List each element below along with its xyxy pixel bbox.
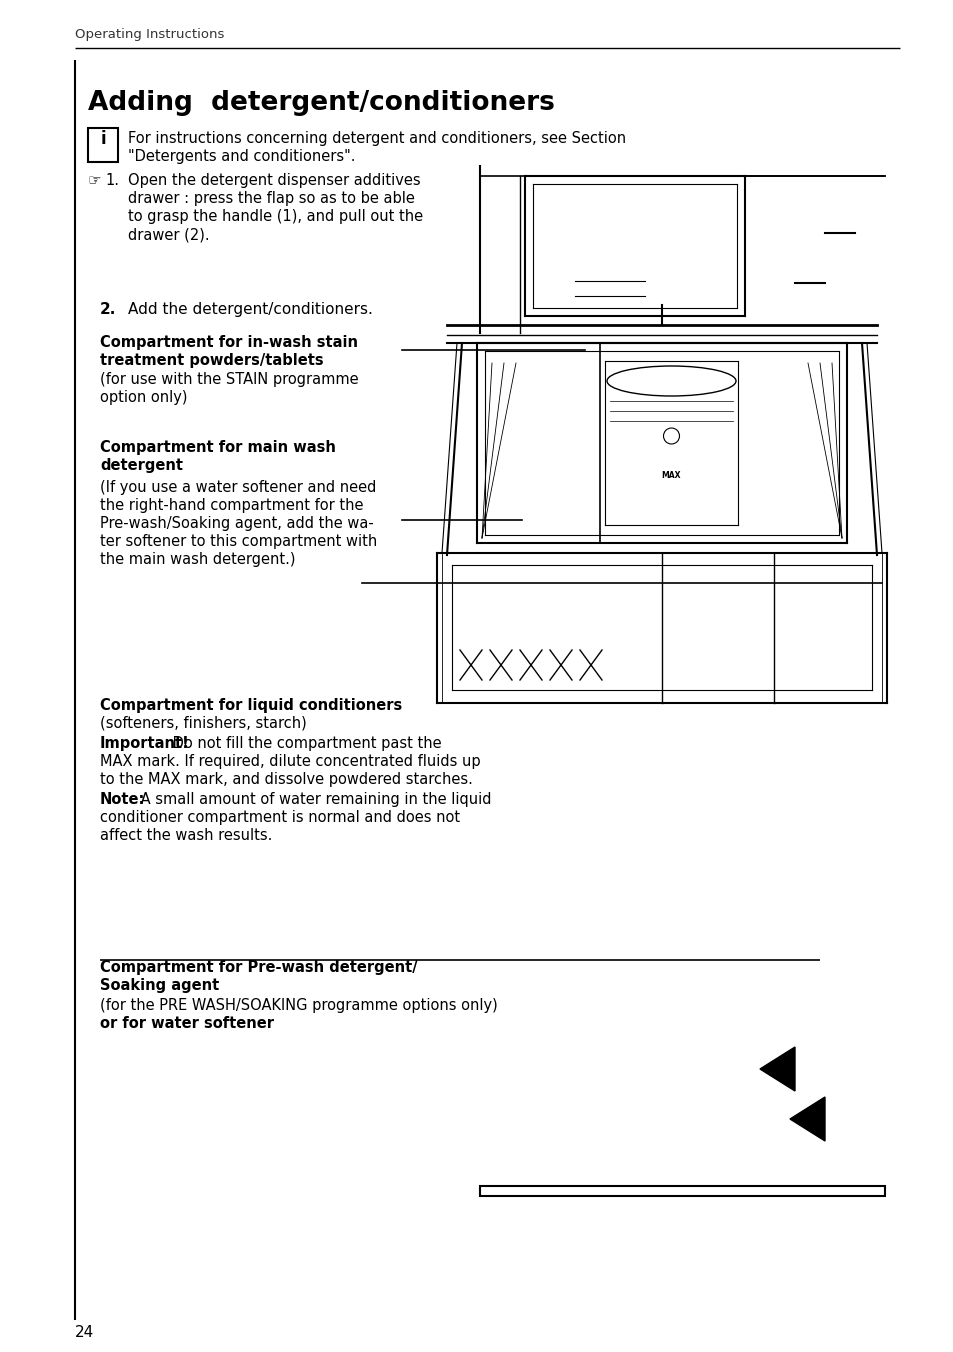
Text: the right-hand compartment for the: the right-hand compartment for the bbox=[100, 498, 363, 512]
Text: conditioner compartment is normal and does not: conditioner compartment is normal and do… bbox=[100, 810, 459, 825]
Text: the main wash detergent.): the main wash detergent.) bbox=[100, 552, 295, 566]
Text: (softeners, finishers, starch): (softeners, finishers, starch) bbox=[100, 717, 307, 731]
Text: Add the detergent/conditioners.: Add the detergent/conditioners. bbox=[128, 301, 373, 316]
Polygon shape bbox=[789, 1096, 824, 1141]
Text: detergent: detergent bbox=[100, 458, 183, 473]
Text: ☞: ☞ bbox=[88, 173, 102, 188]
Text: Important!: Important! bbox=[100, 735, 190, 750]
Text: drawer (2).: drawer (2). bbox=[128, 227, 210, 242]
Text: Compartment for in-wash stain: Compartment for in-wash stain bbox=[100, 335, 357, 350]
Text: A small amount of water remaining in the liquid: A small amount of water remaining in the… bbox=[136, 792, 491, 807]
Text: 2.: 2. bbox=[100, 301, 116, 316]
Text: option only): option only) bbox=[100, 389, 188, 406]
Text: Adding  detergent/conditioners: Adding detergent/conditioners bbox=[88, 91, 555, 116]
Text: 24: 24 bbox=[75, 1325, 94, 1340]
Text: "Detergents and conditioners".: "Detergents and conditioners". bbox=[128, 149, 355, 164]
Text: Pre-wash/Soaking agent, add the wa-: Pre-wash/Soaking agent, add the wa- bbox=[100, 516, 374, 531]
Text: to grasp the handle (1), and pull out the: to grasp the handle (1), and pull out th… bbox=[128, 210, 423, 224]
Text: Operating Instructions: Operating Instructions bbox=[75, 28, 224, 41]
Polygon shape bbox=[479, 1186, 884, 1197]
Text: 1: 1 bbox=[773, 274, 781, 288]
Text: drawer : press the flap so as to be able: drawer : press the flap so as to be able bbox=[128, 191, 415, 206]
Text: (for use with the STAIN programme: (for use with the STAIN programme bbox=[100, 372, 358, 387]
Circle shape bbox=[662, 429, 679, 443]
Text: (If you use a water softener and need: (If you use a water softener and need bbox=[100, 480, 376, 495]
Text: Note:: Note: bbox=[100, 792, 145, 807]
Ellipse shape bbox=[606, 366, 735, 396]
Text: 1.: 1. bbox=[105, 173, 119, 188]
Text: Compartment for main wash: Compartment for main wash bbox=[100, 439, 335, 456]
Polygon shape bbox=[760, 1046, 794, 1091]
Text: (for the PRE WASH/SOAKING programme options only): (for the PRE WASH/SOAKING programme opti… bbox=[100, 998, 497, 1013]
Text: treatment powders/tablets: treatment powders/tablets bbox=[100, 353, 323, 368]
Text: Do not fill the compartment past the: Do not fill the compartment past the bbox=[168, 735, 441, 750]
Text: MAX: MAX bbox=[661, 470, 680, 480]
Text: 2: 2 bbox=[802, 224, 812, 238]
Text: For instructions concerning detergent and conditioners, see Section: For instructions concerning detergent an… bbox=[128, 131, 625, 146]
Bar bbox=[88, 128, 118, 162]
Text: Compartment for Pre-wash detergent/: Compartment for Pre-wash detergent/ bbox=[100, 960, 417, 975]
Text: Compartment for liquid conditioners: Compartment for liquid conditioners bbox=[100, 698, 402, 713]
Text: to the MAX mark, and dissolve powdered starches.: to the MAX mark, and dissolve powdered s… bbox=[100, 772, 473, 787]
Text: MAX mark. If required, dilute concentrated fluids up: MAX mark. If required, dilute concentrat… bbox=[100, 754, 480, 769]
Text: or for water softener: or for water softener bbox=[100, 1015, 274, 1032]
Text: i: i bbox=[100, 130, 106, 147]
Text: Soaking agent: Soaking agent bbox=[100, 977, 219, 992]
Text: Open the detergent dispenser additives: Open the detergent dispenser additives bbox=[128, 173, 420, 188]
Text: affect the wash results.: affect the wash results. bbox=[100, 827, 273, 844]
Text: ter softener to this compartment with: ter softener to this compartment with bbox=[100, 534, 376, 549]
